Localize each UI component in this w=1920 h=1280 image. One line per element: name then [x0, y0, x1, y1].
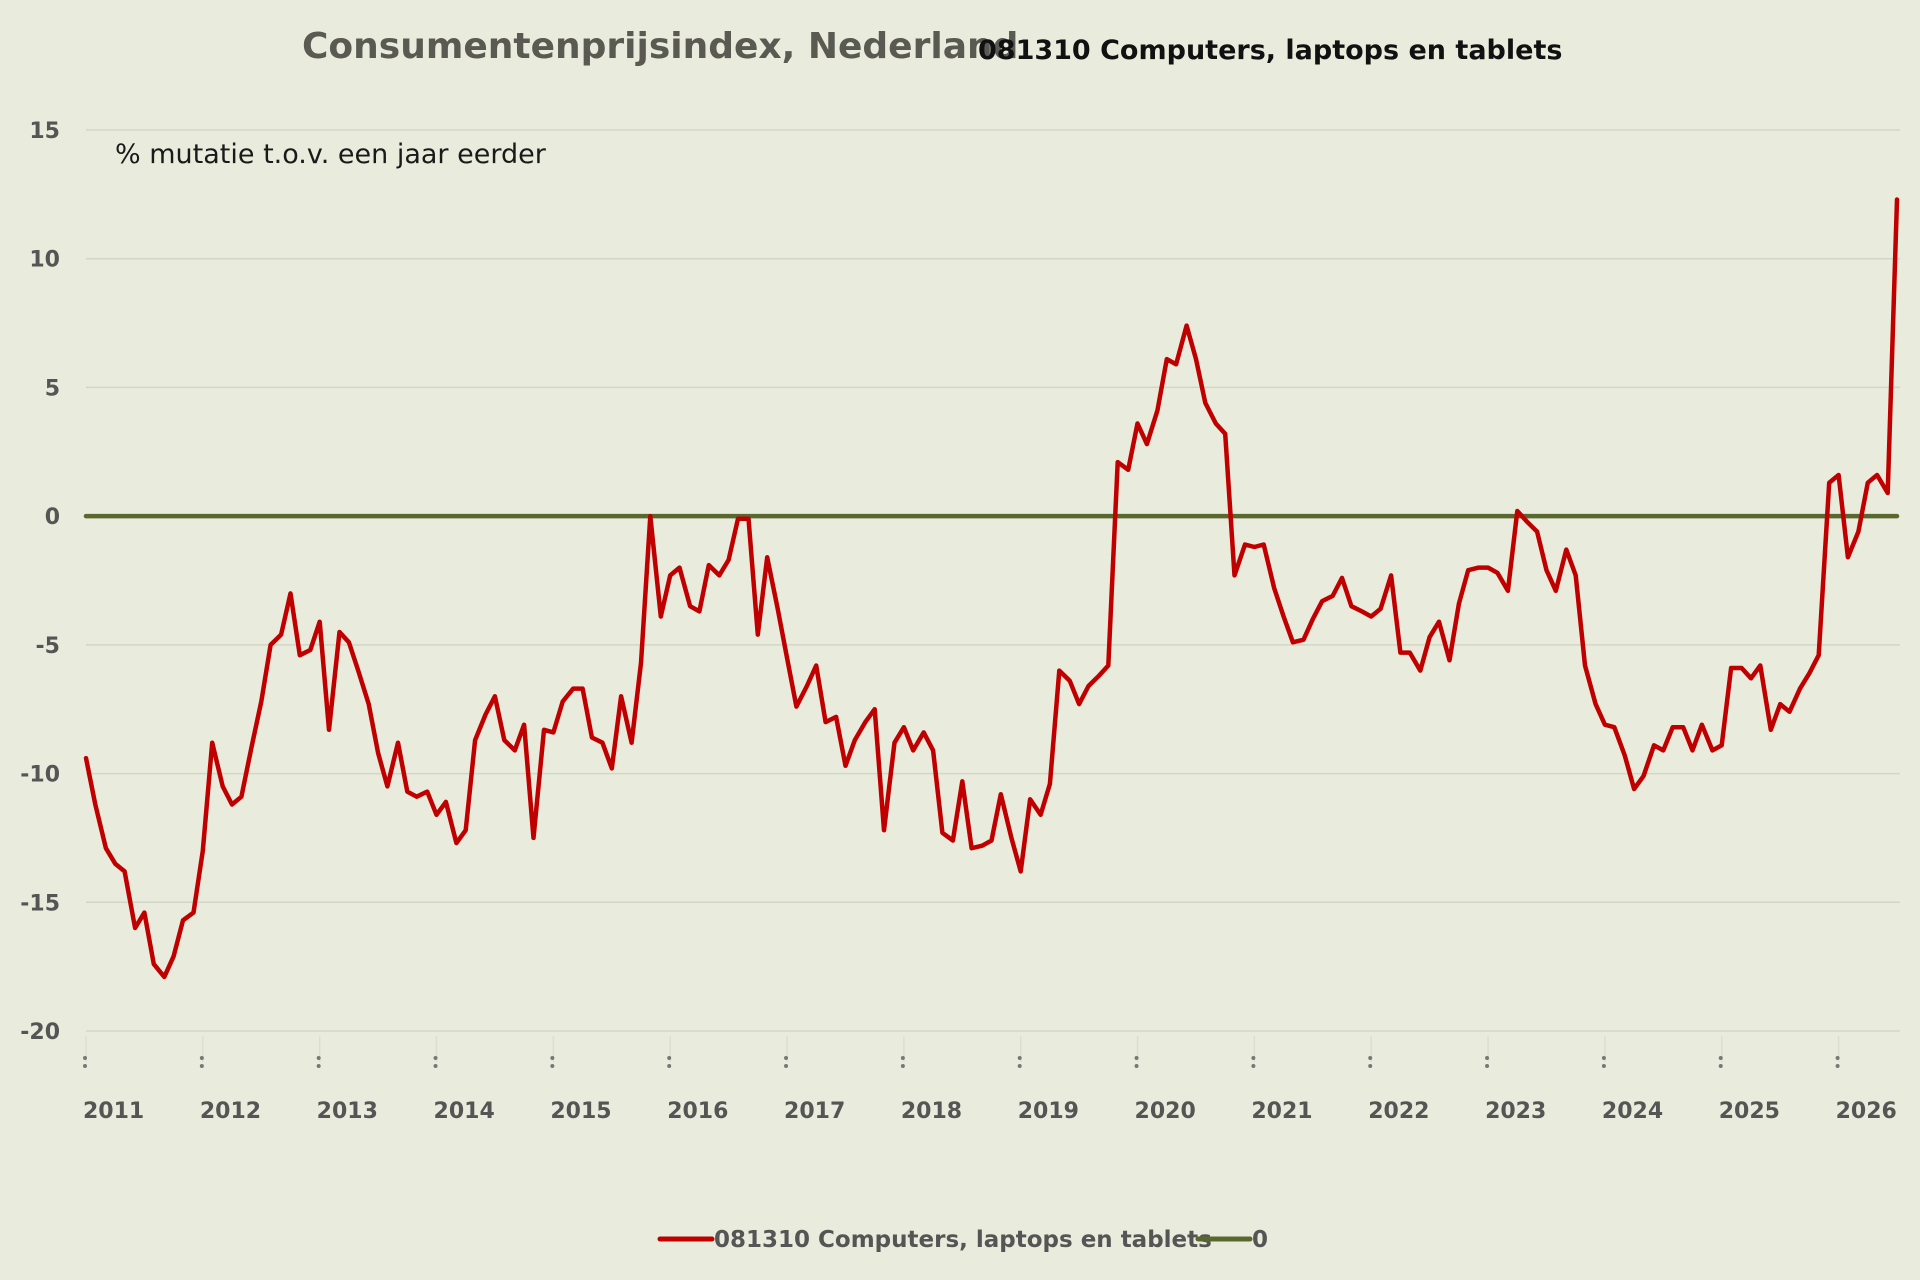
x-tick-label: 2013: [317, 1099, 378, 1124]
x-axis-ticks: 2011 2012 2013 2014 2015 2016 2017 2018 2019 2020…: [83, 1036, 1897, 1124]
x-tick-dot: [1017, 1064, 1022, 1068]
gridlines: [86, 129, 1900, 1032]
x-tick-dot: [1485, 1056, 1490, 1060]
y-axis-ticks: 15 10 5 0 -5 -10 -15 -20: [20, 119, 60, 1045]
x-tick-label: 2015: [550, 1099, 611, 1124]
y-tick-label: 0: [45, 505, 60, 530]
x-tick-dot: [1601, 1056, 1606, 1060]
chart-title: Consumentenprijsindex, Nederland: [302, 26, 1018, 67]
x-tick-dot: [1835, 1064, 1840, 1068]
legend: 081310 Computers, laptops en tablets 0: [657, 1227, 1268, 1253]
series-lines: [83, 197, 1900, 980]
x-tick-label: 2017: [784, 1099, 845, 1124]
x-tick-dot: [550, 1064, 555, 1068]
x-tick-dot: [900, 1056, 905, 1060]
x-tick-label: 2021: [1251, 1099, 1312, 1124]
x-tick-label: 2011: [83, 1099, 144, 1124]
x-tick-dot: [667, 1064, 672, 1068]
y-tick-label: 5: [45, 376, 60, 401]
x-tick-dot: [784, 1064, 789, 1068]
x-tick-dot: [83, 1064, 87, 1068]
x-tick-label: 2024: [1602, 1099, 1663, 1124]
x-tick-dot: [1251, 1064, 1256, 1068]
legend-label: 0: [1252, 1227, 1268, 1253]
x-tick-dot: [1134, 1056, 1139, 1060]
x-tick-label: 2018: [901, 1099, 962, 1124]
x-tick-dot: [199, 1056, 204, 1060]
x-tick-dot: [667, 1056, 672, 1060]
x-tick-label: 2020: [1135, 1099, 1196, 1124]
x-tick-label: 2012: [200, 1099, 261, 1124]
x-tick-dot: [1368, 1064, 1373, 1068]
y-axis-label: % mutatie t.o.v. een jaar eerder: [115, 139, 547, 170]
x-tick-dot: [1368, 1056, 1373, 1060]
x-tick-dot: [550, 1056, 555, 1060]
y-tick-label: -15: [20, 891, 60, 916]
x-tick-dot: [900, 1064, 905, 1068]
x-tick-dot: [316, 1056, 321, 1060]
y-tick-label: 15: [29, 119, 60, 144]
x-tick-label: 2023: [1485, 1099, 1546, 1124]
x-tick-label: 2019: [1018, 1099, 1079, 1124]
x-tick-dot: [1134, 1064, 1139, 1068]
x-tick-label: 2022: [1368, 1099, 1429, 1124]
x-tick-dot: [1485, 1064, 1490, 1068]
x-tick-dot: [199, 1064, 204, 1068]
x-tick-dot: [1718, 1056, 1723, 1060]
y-tick-label: -20: [20, 1020, 60, 1045]
x-tick-dot: [316, 1064, 321, 1068]
chart-subtitle: 081310 Computers, laptops en tablets: [978, 35, 1562, 66]
legend-label: 081310 Computers, laptops en tablets: [714, 1227, 1212, 1253]
y-tick-label: 10: [29, 248, 60, 273]
series-line-computers: [83, 197, 1900, 980]
x-tick-dot: [83, 1056, 87, 1060]
x-tick-dot: [784, 1056, 789, 1060]
x-tick-dot: [433, 1056, 438, 1060]
x-tick-label: 2026: [1836, 1099, 1897, 1124]
x-tick-dot: [1251, 1056, 1256, 1060]
x-tick-dot: [1718, 1064, 1723, 1068]
x-tick-label: 2025: [1719, 1099, 1780, 1124]
x-tick-dot: [1017, 1056, 1022, 1060]
x-tick-label: 2016: [667, 1099, 728, 1124]
x-tick-dot: [1601, 1064, 1606, 1068]
y-tick-label: -10: [20, 763, 60, 788]
y-tick-label: -5: [36, 634, 60, 659]
x-tick-dot: [1835, 1056, 1840, 1060]
x-tick-dot: [433, 1064, 438, 1068]
x-tick-label: 2014: [434, 1099, 495, 1124]
